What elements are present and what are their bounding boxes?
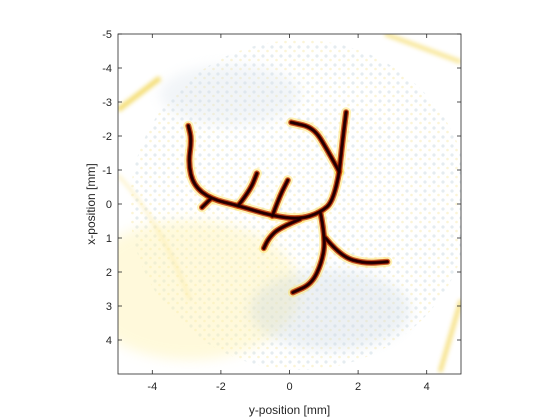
artifact-right-streak xyxy=(438,299,461,373)
y-axis-ticks: -5 -4 -3 -2 -1 0 1 2 3 4 xyxy=(102,29,461,347)
x-axis-ticks: -4 -2 0 2 4 xyxy=(147,34,430,393)
vessel-peak-segment xyxy=(262,218,301,250)
y-tick-label: 0 xyxy=(106,199,112,211)
y-tick-label: -3 xyxy=(102,97,112,109)
vessel-peak-segment xyxy=(324,237,389,264)
y-tick-label: -2 xyxy=(102,131,112,143)
vessel-peak-segment xyxy=(237,172,258,207)
vessel-peak-segment xyxy=(338,111,348,173)
vessel-peak-segment xyxy=(291,211,326,294)
y-tick-label: 1 xyxy=(106,233,112,245)
artifact-left-streak xyxy=(118,76,162,112)
vessel-peak-segment xyxy=(201,197,212,209)
vessel-peak-layer xyxy=(187,111,389,294)
x-tick-label: -4 xyxy=(147,381,157,393)
artifact-arc xyxy=(118,173,192,301)
vessel-peak-segment xyxy=(290,121,341,173)
y-tick-label: -1 xyxy=(102,165,112,177)
x-tick-label: 0 xyxy=(286,381,292,393)
haze-blue-lower xyxy=(250,270,410,350)
y-tick-label: 4 xyxy=(106,335,112,347)
haze-blue-upper xyxy=(160,65,300,125)
y-tick-label: -5 xyxy=(102,29,112,41)
vessel-peak-segment xyxy=(187,124,341,220)
x-tick-label: 2 xyxy=(355,381,361,393)
artifact-top-streak xyxy=(384,34,461,64)
y-axis-label: x-position [mm] xyxy=(84,163,98,244)
x-tick-label: 4 xyxy=(424,381,430,393)
x-tick-label: -2 xyxy=(216,381,226,393)
vessel-peak-segment xyxy=(271,179,289,217)
y-tick-label: 2 xyxy=(106,267,112,279)
y-tick-label: 3 xyxy=(106,301,112,313)
y-tick-label: -4 xyxy=(102,63,112,75)
image-layer xyxy=(118,34,461,373)
haze-lower-left xyxy=(118,220,300,360)
x-axis-label: y-position [mm] xyxy=(249,403,330,417)
